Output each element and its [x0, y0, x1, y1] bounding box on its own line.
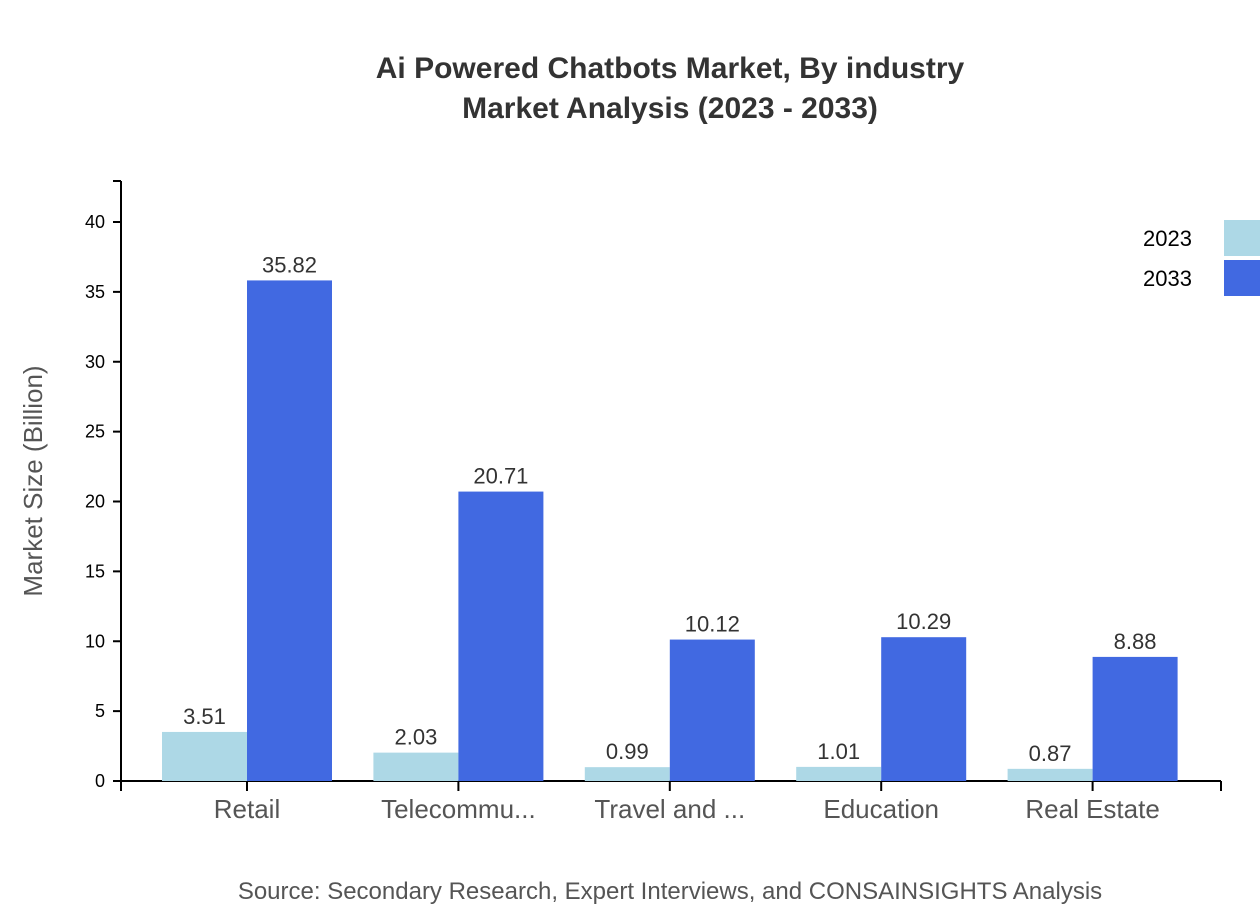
y-tick-label: 25 [85, 422, 105, 442]
y-tick-label: 35 [85, 282, 105, 302]
bar-value-label: 2.03 [394, 725, 437, 750]
bar-value-label: 10.29 [896, 609, 951, 634]
x-tick-label: Telecommu... [381, 794, 536, 824]
chart-subtitle: Market Analysis (2023 - 2033) [462, 92, 878, 125]
bar-2033 [247, 280, 332, 781]
bar-value-label: 0.99 [606, 739, 649, 764]
legend-swatch [1224, 220, 1260, 256]
bar-value-label: 0.87 [1029, 741, 1072, 766]
legend-label: 2033 [1143, 266, 1192, 291]
bar-value-label: 35.82 [262, 252, 317, 277]
bar-2033 [458, 491, 544, 781]
x-tick-label: Travel and ... [594, 794, 745, 824]
bar-2033 [1092, 656, 1178, 781]
x-tick-label: Retail [214, 794, 280, 824]
bar-2023 [796, 766, 882, 781]
y-tick-label: 15 [85, 561, 105, 581]
bar-value-label: 10.12 [685, 612, 740, 637]
y-tick-label: 0 [95, 771, 105, 791]
bar-2023 [584, 767, 670, 781]
y-tick-label: 20 [85, 492, 105, 512]
bar-value-label: 8.88 [1114, 629, 1157, 654]
x-tick-label: Education [823, 794, 939, 824]
bar-value-label: 3.51 [183, 704, 226, 729]
bar-2023 [1007, 768, 1093, 781]
legend-swatch [1224, 260, 1260, 296]
y-tick-label: 30 [85, 352, 105, 372]
x-tick-label: Real Estate [1025, 794, 1159, 824]
legend-label: 2023 [1143, 226, 1192, 251]
y-tick-label: 5 [95, 701, 105, 721]
y-tick-label: 40 [85, 212, 105, 232]
y-tick-label: 10 [85, 631, 105, 651]
y-axis-title: Market Size (Billion) [18, 365, 48, 596]
bar-2023 [373, 752, 459, 781]
bar-value-label: 1.01 [817, 739, 860, 764]
bar-2033 [669, 639, 755, 781]
bar-value-label: 20.71 [473, 464, 528, 489]
chart-title: Ai Powered Chatbots Market, By industry [375, 52, 965, 85]
bar-2033 [881, 637, 967, 781]
source-note: Source: Secondary Research, Expert Inter… [237, 878, 1103, 905]
bar-2023 [162, 731, 247, 781]
